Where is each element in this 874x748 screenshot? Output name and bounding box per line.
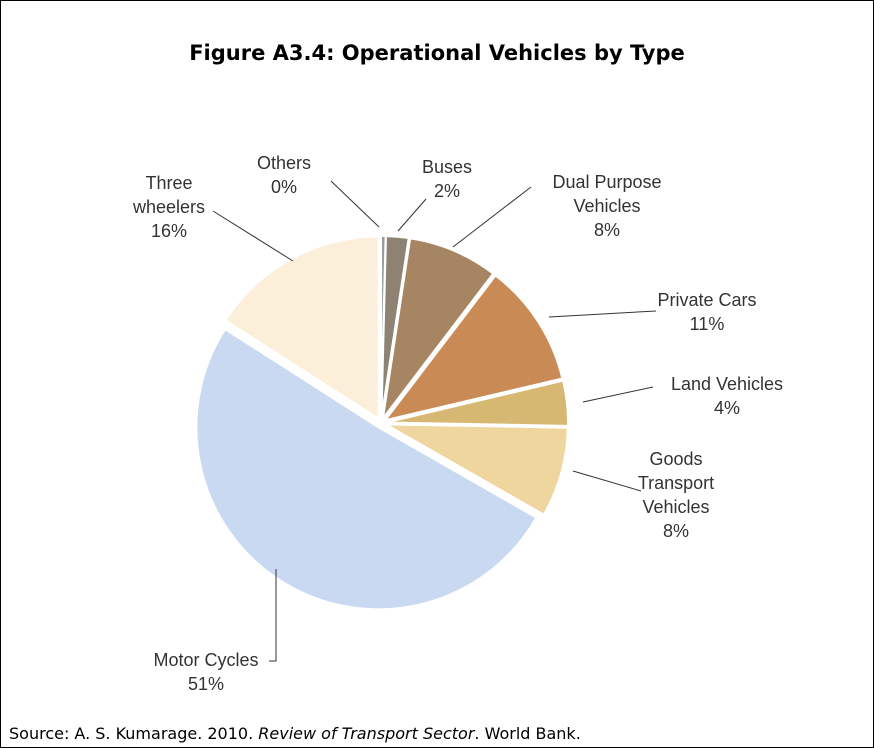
chart-title: Figure A3.4: Operational Vehicles by Typ… [189,41,685,65]
leader-line [548,310,657,318]
slice-label: Others 0% [244,151,324,199]
pie-slice [385,423,569,517]
value-label: 8% [662,521,689,541]
category-label: Motor Cycles [153,650,259,670]
chart [195,180,657,662]
value-label: 51% [187,674,225,694]
slice-label: Dual Purpose Vehicles 8% [527,170,687,242]
category-label: Dual Purpose Vehicles [552,172,662,216]
slice-label: Three wheelers 16% [124,171,214,243]
leader-line [582,386,654,403]
pie-slice [380,235,410,419]
source-prefix: Source: A. S. Kumarage. 2010. [9,724,254,743]
value-label: 11% [689,314,725,334]
source-suffix: . World Bank. [474,724,581,743]
category-label: Buses [421,157,473,177]
leader-line [330,180,380,228]
slice-label: Buses 2% [407,155,487,203]
leader-line [572,470,642,492]
category-label: Land Vehicles [670,374,784,394]
leader-line [397,198,427,232]
value-label: 16% [150,221,188,241]
slice-label: Motor Cycles 51% [126,648,286,696]
category-label: Three wheelers [132,173,206,217]
category-label: Private Cars [657,290,757,310]
pie-slice [195,327,538,611]
leader-line [452,186,532,248]
slice-label: Goods Transport Vehicles 8% [626,447,726,543]
leader-line [269,569,277,662]
value-label: 4% [713,398,740,418]
category-label: Others [256,153,312,173]
value-label: 2% [433,181,460,201]
pie-slice [382,274,564,422]
value-label: 0% [270,177,297,197]
slice-label: Land Vehicles 4% [652,372,802,420]
source: Source: A. S. Kumarage. 2010. Review of … [9,724,581,743]
pie-slice [385,379,569,427]
pie-slice [223,235,380,421]
source-title: Review of Transport Sector [258,724,475,743]
category-label: Goods Transport Vehicles [637,449,715,517]
value-label: 8% [593,220,620,240]
slice-label: Private Cars 11% [642,288,772,336]
leader-line [212,210,294,262]
pie-slice [381,237,495,420]
